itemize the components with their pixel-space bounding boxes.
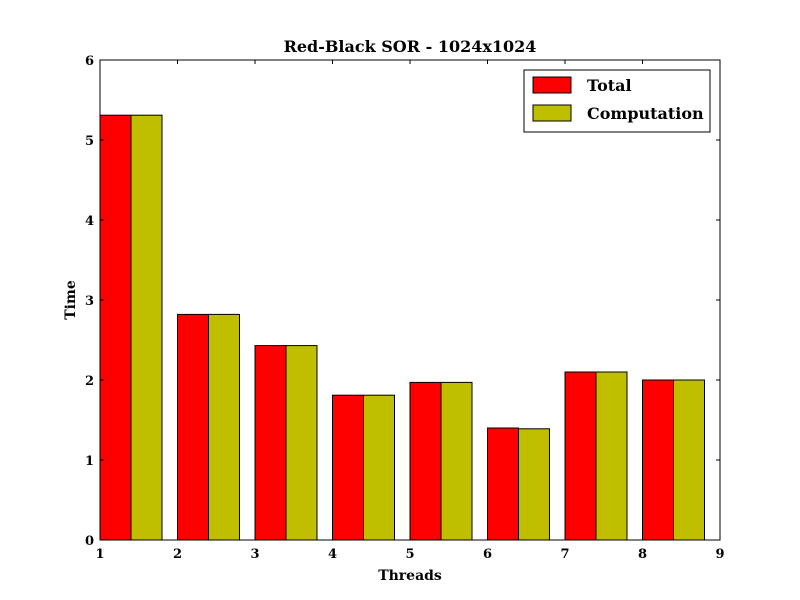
y-axis-label: Time [63, 280, 79, 320]
legend-label-computation: Computation [587, 104, 704, 123]
x-tick-label: 2 [173, 547, 182, 562]
bar-computation-6 [518, 428, 550, 541]
bar-total-3 [254, 345, 287, 541]
bar-total-8 [642, 379, 674, 541]
x-tick-label: 1 [95, 547, 104, 562]
bar-computation-4 [363, 394, 395, 541]
plot-frame [99, 59, 721, 541]
bar-computation-7 [595, 371, 628, 541]
x-tick-label: 7 [560, 547, 569, 562]
x-tick-label: 4 [328, 547, 337, 562]
chart-title: Red-Black SOR - 1024x1024 [284, 37, 537, 56]
bars-layer [99, 114, 705, 541]
bar-total-6 [487, 427, 519, 541]
legend: Total Computation [523, 69, 711, 133]
bar-computation-1 [130, 114, 163, 541]
bar-computation-2 [208, 313, 240, 541]
bar-total-4 [332, 394, 364, 541]
x-tick-label: 6 [483, 547, 492, 562]
x-tick-label: 3 [250, 547, 259, 562]
legend-label-total: Total [587, 76, 632, 95]
x-tick-label: 8 [638, 547, 647, 562]
bar-computation-3 [285, 345, 318, 541]
y-tick-label: 2 [85, 374, 94, 389]
y-tick-label: 4 [85, 214, 94, 229]
bar-total-7 [564, 371, 597, 541]
y-tick-label: 3 [85, 294, 94, 309]
bar-total-2 [177, 313, 209, 541]
x-tick-label: 9 [715, 547, 724, 562]
x-tick-label: 5 [405, 547, 414, 562]
bar-total-5 [409, 381, 442, 541]
legend-swatch-computation [532, 104, 572, 122]
y-tick-label: 1 [85, 454, 94, 469]
x-axis-label: Threads [378, 568, 442, 584]
y-tick-label: 6 [85, 54, 94, 69]
legend-swatch-total [532, 76, 572, 94]
y-tick-label: 5 [85, 134, 94, 149]
y-tick-label: 0 [85, 534, 94, 549]
bar-total-1 [99, 114, 132, 541]
bar-computation-5 [440, 381, 473, 541]
bar-computation-8 [673, 379, 705, 541]
